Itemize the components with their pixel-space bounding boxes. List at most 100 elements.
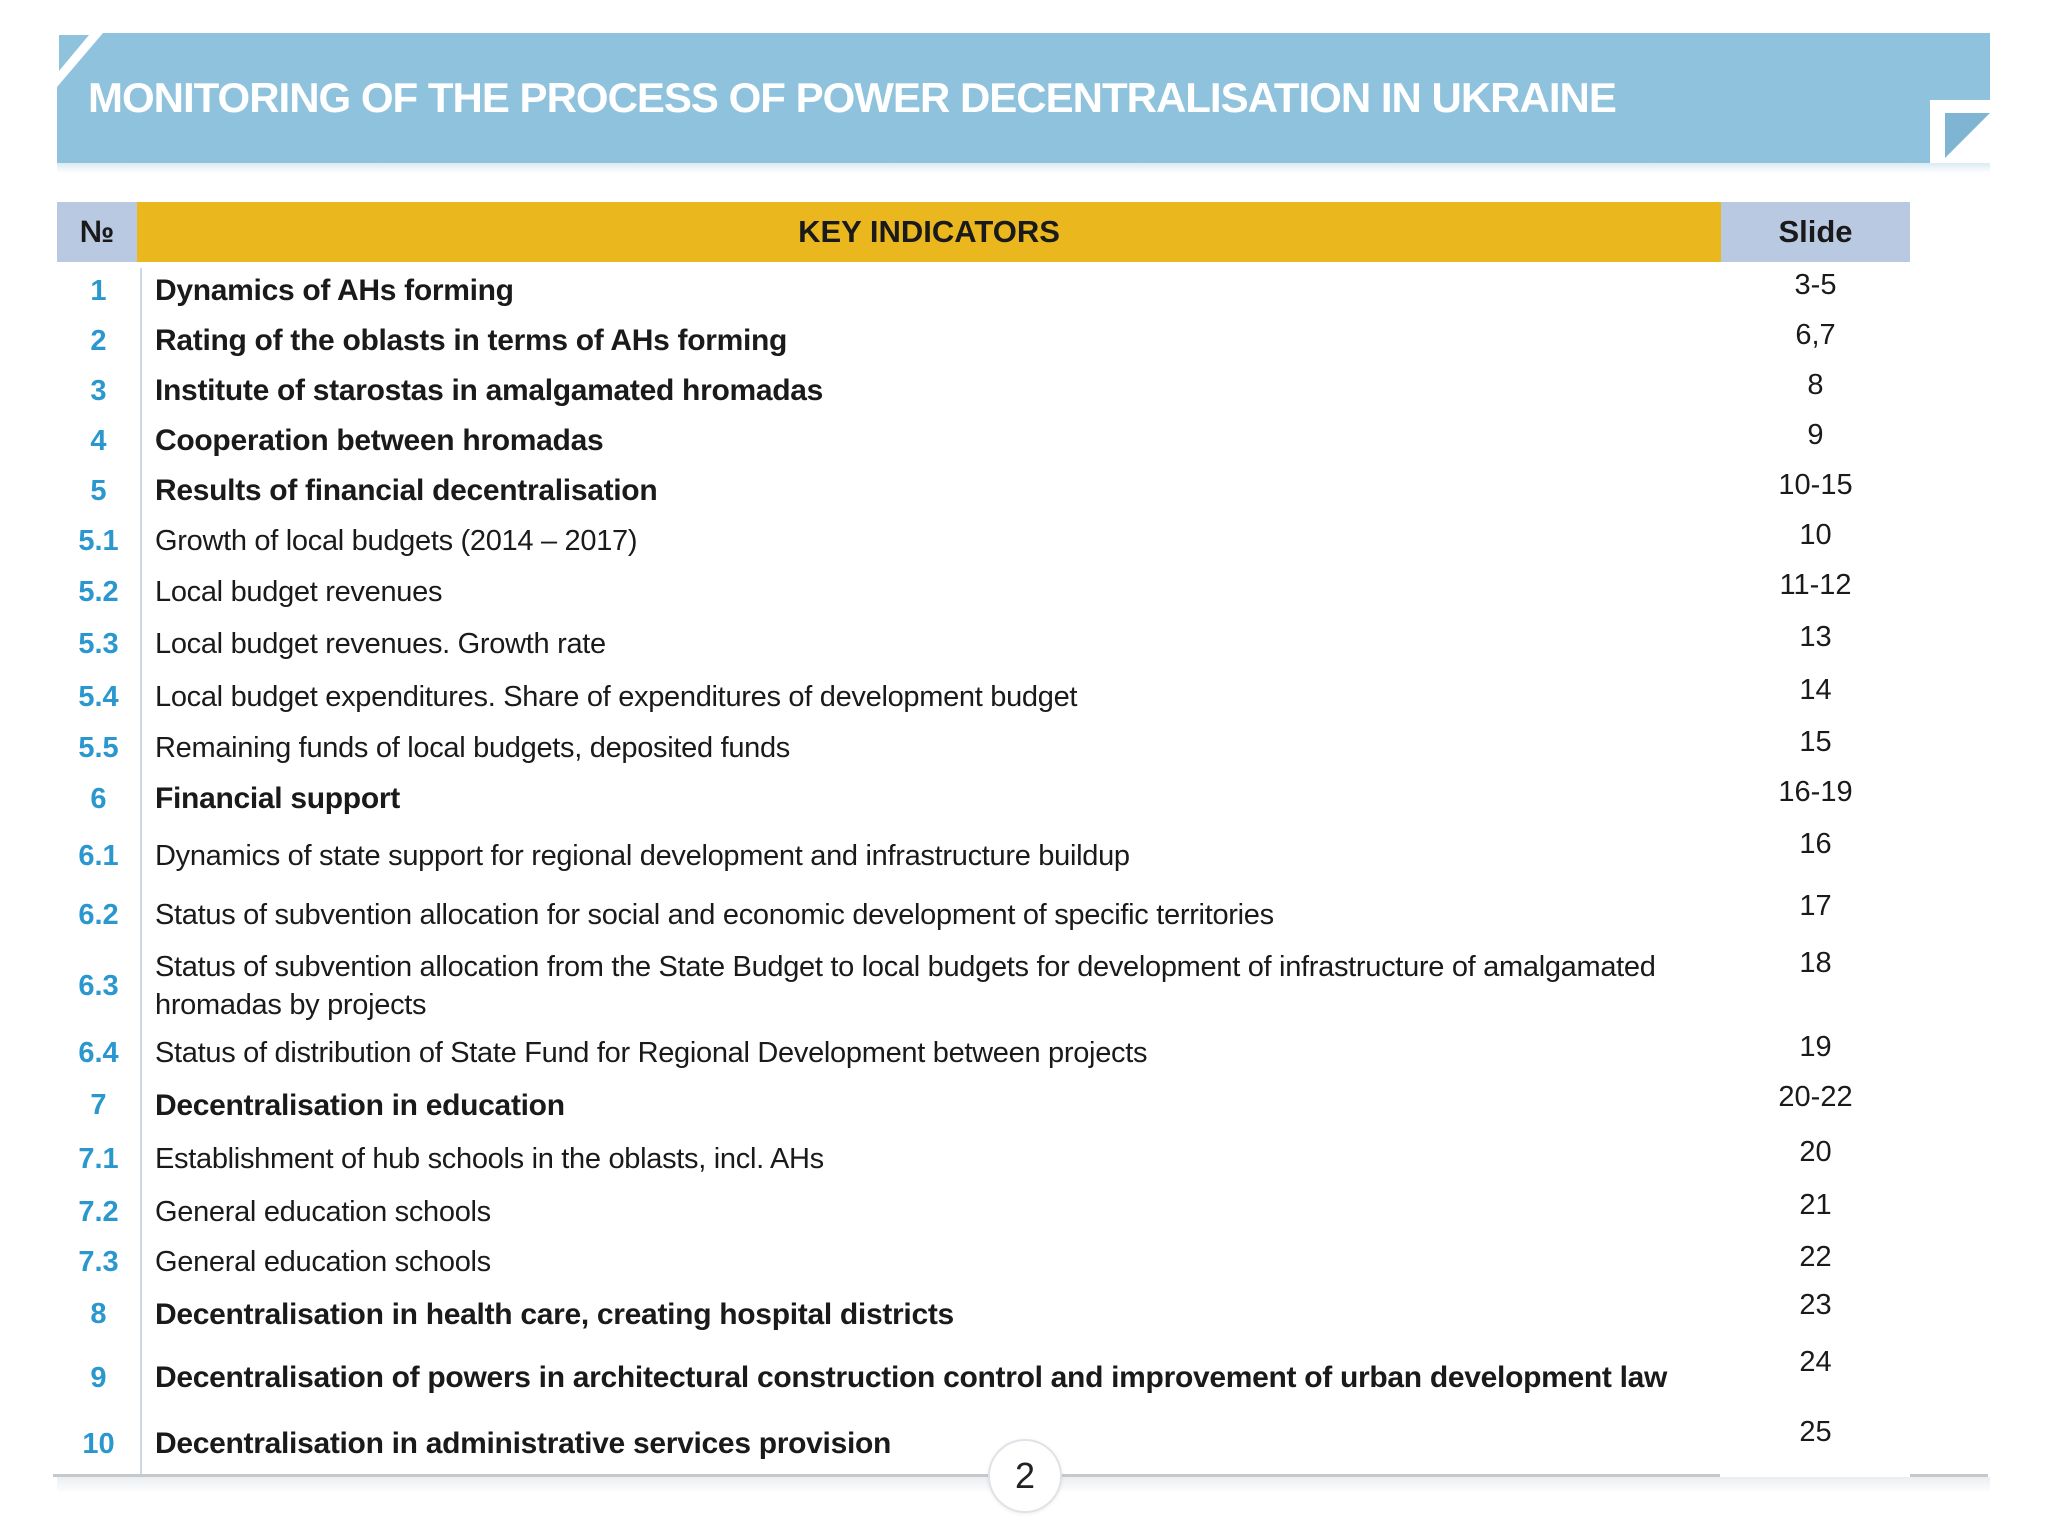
table-row: 7.1 Establishment of hub schools in the o…: [57, 1133, 1990, 1186]
row-number: 5.3: [78, 628, 119, 660]
table-row: 8 Decentralisation in health care, creati…: [57, 1286, 1990, 1343]
row-filler: [1910, 366, 1990, 416]
table-row: 7.2 General education schools 21: [57, 1186, 1990, 1238]
row-slide-range: 13: [1799, 621, 1832, 653]
row-filler: [1910, 1413, 1990, 1475]
row-number: 8: [90, 1298, 107, 1330]
row-indicator: Decentralisation of powers in architectu…: [155, 1361, 1668, 1395]
row-number: 5: [90, 474, 107, 507]
row-slide-range: 8: [1807, 369, 1824, 401]
page-number: 2: [1014, 1455, 1036, 1496]
row-filler: [1910, 671, 1990, 723]
row-number: 4: [90, 424, 107, 457]
col-header-num: №: [57, 202, 137, 262]
row-filler: [1910, 723, 1990, 773]
table-row: 7 Decentralisation in education 20-22: [57, 1078, 1990, 1133]
table-row: 9 Decentralisation of powers in architect…: [57, 1343, 1990, 1413]
toc-table: № KEY INDICATORS Slide 1 Dynamics of AHs …: [57, 202, 1990, 1475]
row-slide-range: 6,7: [1795, 319, 1836, 351]
row-slide-range: 21: [1799, 1189, 1832, 1221]
row-indicator: Dynamics of state support for regional d…: [155, 839, 1130, 872]
row-indicator: Decentralisation in administrative servi…: [155, 1427, 892, 1461]
row-filler: [1910, 944, 1990, 1028]
row-indicator: General education schools: [155, 1195, 491, 1228]
row-filler: [1910, 1238, 1990, 1286]
col-header-indicators: KEY INDICATORS: [137, 202, 1721, 262]
row-slide-range: 15: [1799, 726, 1832, 758]
row-number: 7.1: [78, 1143, 119, 1175]
banner-shadow: [57, 163, 1990, 173]
row-slide-range: 17: [1799, 890, 1832, 922]
table-row: 6.3 Status of subvention allocation from …: [57, 944, 1990, 1028]
row-slide-range: 22: [1799, 1241, 1832, 1273]
table-row: 6.2 Status of subvention allocation for s…: [57, 887, 1990, 944]
banner-fold-icon: [1945, 113, 1990, 158]
row-filler: [1910, 618, 1990, 671]
row-slide-range: 25: [1799, 1416, 1832, 1448]
row-filler: [1910, 566, 1990, 618]
row-number: 5.5: [78, 731, 119, 764]
row-indicator: Status of subvention allocation for soci…: [155, 899, 1274, 932]
table-row: 5 Results of financial decentralisation 10…: [57, 466, 1990, 516]
row-number: 5.2: [78, 575, 119, 608]
table-body: 1 Dynamics of AHs forming 3-5 2 Rating of th…: [57, 266, 1990, 1475]
row-number: 6.1: [78, 839, 119, 872]
col-header-filler: [1910, 202, 1990, 262]
row-indicator: Local budget revenues: [155, 575, 443, 608]
row-filler: [1910, 773, 1990, 825]
row-number: 6: [90, 782, 107, 815]
row-filler: [1910, 1286, 1990, 1343]
row-number: 6.3: [78, 969, 119, 1002]
title-banner: MONITORING OF THE PROCESS OF POWER DECEN…: [57, 33, 1990, 163]
col-header-slide: Slide: [1721, 202, 1910, 262]
table-row: 7.3 General education schools 22: [57, 1238, 1990, 1286]
row-number: 7: [90, 1089, 107, 1121]
row-filler: [1910, 1343, 1990, 1413]
table-row: 5.1 Growth of local budgets (2014 – 2017)…: [57, 516, 1990, 566]
table-header-row: № KEY INDICATORS Slide: [57, 202, 1990, 262]
row-indicator: Establishment of hub schools in the obla…: [155, 1143, 824, 1176]
row-number: 7.2: [78, 1195, 119, 1228]
row-filler: [1910, 887, 1990, 944]
row-slide-range: 19: [1799, 1031, 1832, 1063]
table-row: 1 Dynamics of AHs forming 3-5: [57, 266, 1990, 316]
table-row: 5.5 Remaining funds of local budgets, dep…: [57, 723, 1990, 773]
row-slide-range: 9: [1807, 419, 1824, 451]
row-indicator: Local budget expenditures. Share of expe…: [155, 680, 1078, 713]
table-row: 6.1 Dynamics of state support for regiona…: [57, 825, 1990, 887]
table-row: 5.2 Local budget revenues 11-12: [57, 566, 1990, 618]
column-separator: [140, 268, 142, 1474]
row-indicator: Results of financial decentralisation: [155, 474, 658, 508]
row-filler: [1910, 266, 1990, 316]
table-row: 10 Decentralisation in administrative ser…: [57, 1413, 1990, 1475]
row-filler: [1910, 1186, 1990, 1238]
row-number: 6.2: [78, 899, 119, 931]
row-indicator: Status of distribution of State Fund for…: [155, 1036, 1148, 1069]
row-indicator: Cooperation between hromadas: [155, 424, 604, 458]
row-indicator: Local budget revenues. Growth rate: [155, 628, 606, 661]
row-slide-range: 10: [1799, 519, 1832, 551]
row-filler: [1910, 516, 1990, 566]
row-slide-range: 18: [1799, 947, 1832, 979]
row-number: 10: [82, 1427, 115, 1460]
row-number: 7.3: [78, 1245, 119, 1278]
row-indicator: Dynamics of AHs forming: [155, 274, 514, 308]
row-slide-range: 20: [1799, 1136, 1832, 1168]
table-row: 5.4 Local budget expenditures. Share of e…: [57, 671, 1990, 723]
row-slide-range: 16: [1799, 828, 1832, 860]
row-filler: [1910, 1133, 1990, 1186]
table-row: 5.3 Local budget revenues. Growth rate 13: [57, 618, 1990, 671]
row-indicator: Status of subvention allocation from the…: [155, 950, 1656, 1021]
row-slide-range: 14: [1799, 674, 1832, 706]
row-indicator: Institute of starostas in amalgamated hr…: [155, 374, 824, 408]
row-slide-range: 11-12: [1779, 569, 1852, 601]
row-indicator: Remaining funds of local budgets, deposi…: [155, 731, 791, 764]
row-filler: [1910, 416, 1990, 466]
row-filler: [1910, 466, 1990, 516]
table-row: 6.4 Status of distribution of State Fund …: [57, 1028, 1990, 1078]
row-number: 1: [90, 274, 107, 307]
row-filler: [1910, 316, 1990, 366]
table-row: 4 Cooperation between hromadas 9: [57, 416, 1990, 466]
table-row: 2 Rating of the oblasts in terms of AHs f…: [57, 316, 1990, 366]
